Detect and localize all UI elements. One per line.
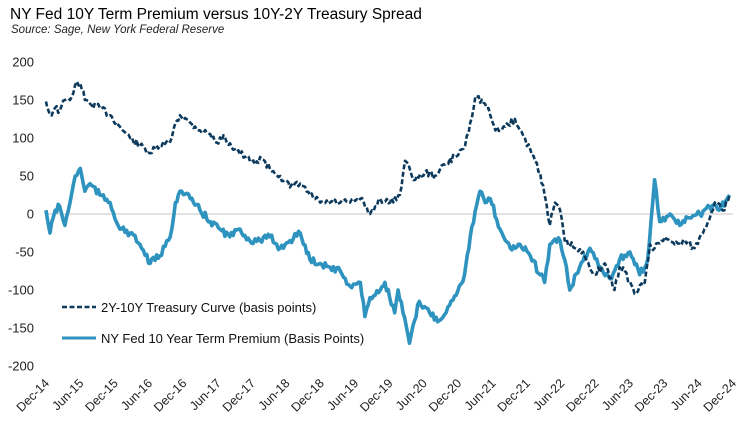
y-tick-label: -50	[15, 245, 34, 260]
y-tick-label: -100	[8, 283, 34, 298]
y-tick-label: 50	[20, 169, 34, 184]
x-tick-label: Dec-14	[14, 376, 52, 414]
chart-subtitle: Source: Sage, New York Federal Reserve	[11, 24, 225, 36]
y-tick-label: 150	[12, 93, 34, 108]
x-tick-label: Dec-16	[151, 376, 189, 414]
x-tick-label: Dec-18	[289, 376, 327, 414]
legend-label-curve: 2Y-10Y Treasury Curve (basis points)	[101, 300, 316, 315]
x-tick-label: Dec-24	[701, 376, 739, 414]
y-tick-label: 100	[12, 131, 34, 146]
legend-label-premium: NY Fed 10 Year Term Premium (Basis Point…	[101, 331, 364, 346]
x-tick-label: Jun-22	[530, 376, 567, 413]
x-tick-label: Jun-21	[462, 376, 499, 413]
x-tick-label: Dec-17	[220, 376, 258, 414]
x-tick-label: Jun-19	[324, 376, 361, 413]
x-tick-label: Jun-23	[599, 376, 636, 413]
x-tick-label: Jun-20	[393, 376, 430, 413]
x-tick-label: Dec-21	[495, 376, 533, 414]
y-tick-label: -200	[8, 359, 34, 374]
series-group	[44, 80, 732, 345]
x-tick-label: Dec-15	[82, 376, 120, 414]
legend: 2Y-10Y Treasury Curve (basis points) NY …	[62, 300, 364, 346]
series-line-term-premium	[44, 166, 732, 345]
y-tick-label: 200	[12, 55, 34, 70]
chart-title: NY Fed 10Y Term Premium versus 10Y-2Y Tr…	[10, 6, 422, 23]
y-tick-label: -150	[8, 321, 34, 336]
x-tick-label: Jun-24	[668, 376, 705, 413]
series-line-treasury-curve	[44, 80, 731, 296]
x-tick-label: Jun-16	[118, 376, 155, 413]
x-tick-label: Dec-20	[426, 376, 464, 414]
y-tick-label: 0	[27, 207, 34, 222]
y-axis: 200 150 100 50 0 -50 -100 -150 -200	[8, 55, 34, 374]
x-tick-label: Dec-19	[357, 376, 395, 414]
x-tick-label: Jun-18	[256, 376, 293, 413]
x-tick-label: Jun-17	[187, 376, 224, 413]
x-tick-label: Dec-22	[563, 376, 601, 414]
x-tick-label: Jun-15	[50, 376, 87, 413]
x-tick-label: Dec-23	[632, 376, 670, 414]
x-axis: Dec-14Jun-15Dec-15Jun-16Dec-16Jun-17Dec-…	[14, 376, 739, 414]
